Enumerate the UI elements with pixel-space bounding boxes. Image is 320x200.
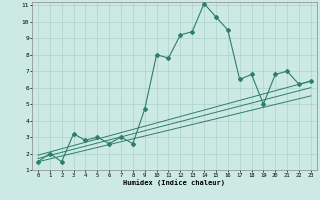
- X-axis label: Humidex (Indice chaleur): Humidex (Indice chaleur): [124, 179, 225, 186]
